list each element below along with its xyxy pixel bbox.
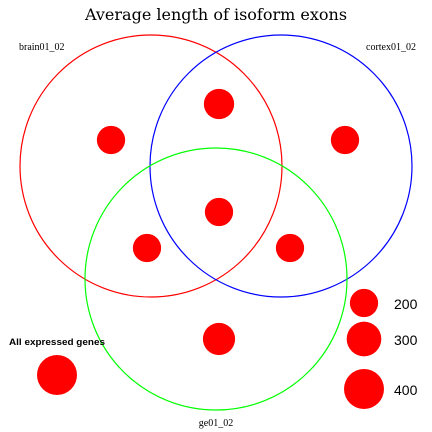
- legend-label-200: 200: [394, 296, 418, 312]
- diagram-title: Average length of isoform exons: [84, 5, 347, 24]
- cortex-only-marker: [330, 125, 360, 155]
- brain-only-marker: [96, 125, 126, 155]
- cortex-ge-marker: [275, 233, 305, 263]
- brain-ge-marker: [132, 233, 162, 263]
- ge-set-label: ge01_02: [199, 418, 233, 429]
- brain-cortex-marker: [203, 88, 235, 120]
- all-expressed-marker: [37, 355, 77, 395]
- all-expressed-label: All expressed genes: [9, 337, 105, 347]
- legend-marker-300: [346, 321, 382, 357]
- legend-label-400: 400: [394, 382, 418, 398]
- ge-only-marker: [202, 322, 236, 356]
- ge-set-circle: [84, 147, 348, 411]
- cortex-set-label: cortex01_02: [366, 42, 416, 53]
- legend-marker-200: [349, 288, 379, 318]
- legend-marker-400: [344, 369, 384, 409]
- brain-cortex-ge-marker: [204, 197, 234, 227]
- legend-label-300: 300: [394, 332, 418, 348]
- brain-set-label: brain01_02: [19, 42, 65, 53]
